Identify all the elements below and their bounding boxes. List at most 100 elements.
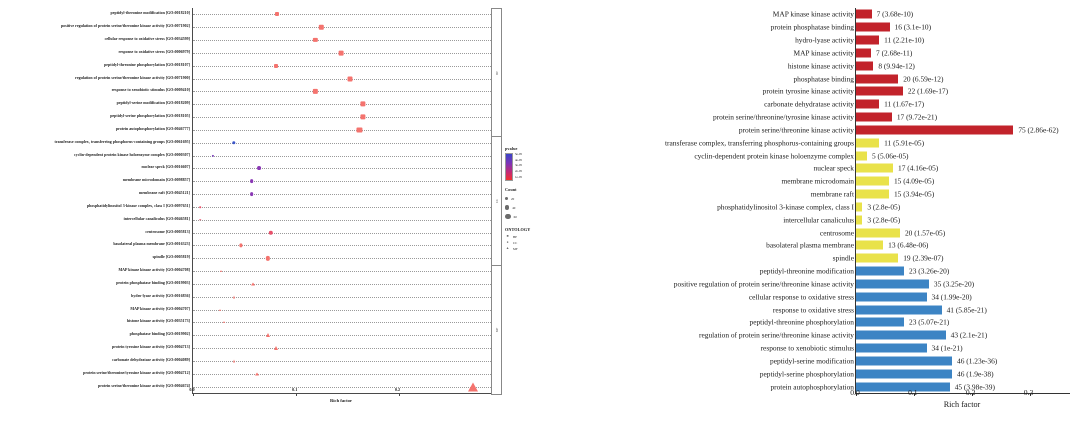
barchart-x-tick-label: 0.3 <box>1023 388 1034 397</box>
barchart-bar <box>856 215 863 225</box>
dotplot-point-cc <box>265 256 271 261</box>
barchart-bar-annotation: 8 (9.94e-12) <box>878 61 915 71</box>
dotplot-term-label: protein tyrosine kinase activity [GO:000… <box>112 345 190 350</box>
barchart-bar <box>856 279 929 289</box>
dotplot-term-label: regulation of protein serine/threonine k… <box>75 75 190 80</box>
dotplot-point-bp <box>274 63 279 68</box>
dotplot-point-bp <box>347 76 353 82</box>
barchart-bar-annotation: 34 (1e-21) <box>931 343 963 353</box>
barchart-x-tick <box>971 393 973 396</box>
dotplot-term-label: histone kinase activity [GO:0035173] <box>126 319 190 324</box>
dotplot-x-axis-title: Rich factor <box>329 398 353 403</box>
dotplot-term-label: peptidyl-serine modification [GO:0018209… <box>116 101 190 106</box>
dotplot-point-cc <box>249 192 254 196</box>
dotplot-point-bp <box>319 25 324 30</box>
gridline <box>193 360 491 362</box>
barchart-bar <box>856 369 952 379</box>
barchart-bar <box>856 305 942 315</box>
barchart-term-label: protein phosphatase binding <box>770 22 854 32</box>
barchart-bar-annotation: 46 (1.9e-38) <box>957 369 994 379</box>
barchart-bar <box>856 22 890 32</box>
barchart-bar-annotation: 45 (3.98e-39) <box>954 382 995 392</box>
ontology-legend-row: ● CC <box>505 240 560 246</box>
pvalue-tick-label: 2e-05 <box>515 169 523 174</box>
dotplot-point-cc <box>239 243 243 247</box>
pvalue-tick-label: 4e-05 <box>515 157 523 162</box>
barchart-x-tick-label: 0.1 <box>908 388 918 397</box>
dotplot-point-mf <box>233 359 236 363</box>
dotplot-point-mf <box>250 282 255 286</box>
dotplot-point-cc <box>199 206 201 208</box>
dotplot-legend: pvalue 5e-05 4e-05 3e-05 2e-05 1e-05 Count 2… <box>505 146 560 252</box>
barchart-bar <box>856 125 1014 135</box>
barchart-bar <box>856 330 946 340</box>
dotplot-term-label: cyclin-dependent protein kinase holoenzy… <box>73 152 190 157</box>
barchart-bar <box>856 61 874 71</box>
barchart-x-tick <box>913 393 915 396</box>
gridline <box>193 309 491 311</box>
barchart-bar <box>856 163 894 173</box>
barchart-term-label: phosphatidylinositol 3-kinase complex, c… <box>717 202 854 212</box>
dotplot-plot-area <box>192 8 491 396</box>
barchart-bar-annotation: 13 (6.48e-06) <box>888 240 929 250</box>
dotplot-point-bp <box>275 12 280 17</box>
dotplot-x-tick-label: 0.2 <box>394 387 401 392</box>
barchart-panel: MAP kinase kinase activity protein phosph… <box>560 0 1080 434</box>
ontology-legend-square-icon: ■ <box>506 234 509 239</box>
dotplot-term-label: response to oxidative stress [GO:0006979… <box>118 49 190 54</box>
gridline <box>193 129 491 131</box>
gridline <box>193 296 491 298</box>
gridline <box>193 348 491 350</box>
barchart-bar-annotation: 11 (1.67e-17) <box>884 99 925 109</box>
gridline <box>193 232 491 234</box>
barchart-bar-annotation: 3 (2.8e-05) <box>867 215 901 225</box>
count-legend-label: 20 <box>511 196 515 201</box>
barchart-bar-annotation: 35 (3.25e-20) <box>933 279 975 289</box>
gridline <box>193 104 491 106</box>
ontology-legend-triangle-icon: ▲ <box>505 246 510 251</box>
gridline <box>193 271 491 273</box>
barchart-bar <box>856 86 903 96</box>
dotplot-point-mf <box>222 321 225 324</box>
dotplot-point-cc <box>249 179 254 184</box>
gridline <box>193 283 491 285</box>
barchart-bar-annotation: 19 (2.39e-07) <box>903 253 944 263</box>
gridline <box>193 91 491 93</box>
barchart-bar <box>856 112 892 122</box>
ontology-bracket-mf: MF <box>491 264 502 395</box>
dotplot-x-tick-label: 0.1 <box>292 387 298 392</box>
barchart-plot-area: 7 (3.68e-10) 16 (3.1e-10) 11 (2.21e-10) 7 (… <box>855 8 1070 396</box>
barchart-x-tick <box>1029 393 1031 396</box>
pvalue-legend-title: pvalue <box>505 146 518 151</box>
count-legend-title: Count <box>505 187 517 192</box>
barchart-bar-annotation: 20 (6.59e-12) <box>903 74 944 84</box>
barchart-bar <box>856 74 899 84</box>
barchart-term-label: transferase complex, transferring phosph… <box>664 138 854 148</box>
barchart-term-label: basolateral plasma membrane <box>766 240 854 250</box>
gridline <box>193 78 491 80</box>
gridline <box>193 194 491 196</box>
dotplot-point-bp <box>338 50 344 56</box>
barchart-term-label: MAP kinase kinase activity <box>772 9 854 19</box>
barchart-bar <box>856 9 872 19</box>
ontology-legend-row: ▲ MF <box>505 246 560 252</box>
gridline <box>193 155 491 157</box>
barchart-bar-annotation: 5 (5.06e-05) <box>871 151 909 161</box>
ontology-legend-label: MF <box>513 247 518 251</box>
ontology-legend-label: BP <box>513 235 517 239</box>
barchart-x-tick-label: 0.2 <box>965 388 976 397</box>
dotplot-term-label: protein autophosphorylation [GO:0046777] <box>115 126 190 131</box>
dotplot-x-tick-label: 0.0 <box>189 387 195 392</box>
dotplot-term-label: membrane microdomain [GO:0098857] <box>122 178 190 183</box>
pvalue-colorbar <box>505 153 513 181</box>
barchart-term-label: response to oxidative stress <box>772 304 854 314</box>
dotplot-point-cc <box>232 141 236 145</box>
dotplot-term-label: carbonate dehydratase activity [GO:00040… <box>112 357 190 362</box>
barchart-term-label: carbonate dehydratase activity <box>764 99 854 109</box>
barchart-bar <box>856 35 880 45</box>
barchart-bar-annotation: 7 (2.68e-11) <box>876 48 913 58</box>
dotplot-term-label: basolateral plasma membrane [GO:0016323] <box>113 242 190 247</box>
barchart-bar-annotation: 7 (3.68e-10) <box>876 9 914 19</box>
barchart-bar-annotation: 22 (1.69e-17) <box>907 86 949 96</box>
